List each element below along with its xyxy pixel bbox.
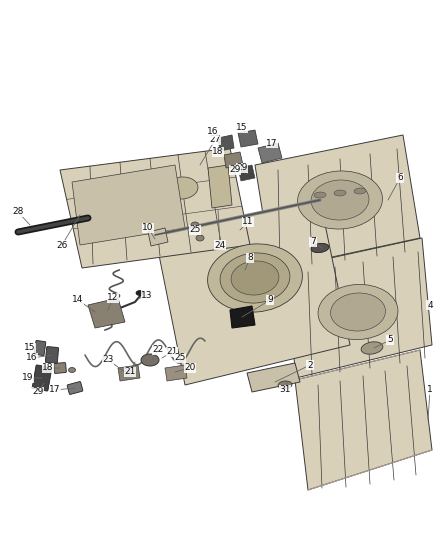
Polygon shape [218, 135, 234, 151]
FancyBboxPatch shape [34, 341, 46, 356]
Text: 18: 18 [212, 148, 224, 157]
Text: 21: 21 [124, 367, 136, 376]
Text: 5: 5 [387, 335, 393, 344]
Text: 17: 17 [49, 385, 61, 394]
Ellipse shape [354, 188, 366, 194]
FancyBboxPatch shape [46, 346, 59, 364]
Ellipse shape [191, 222, 199, 228]
FancyBboxPatch shape [32, 365, 52, 391]
Text: 27: 27 [209, 135, 221, 144]
Polygon shape [208, 165, 232, 208]
Polygon shape [230, 306, 255, 328]
Text: 22: 22 [152, 345, 164, 354]
Ellipse shape [334, 190, 346, 196]
Ellipse shape [361, 342, 383, 354]
Text: 11: 11 [242, 217, 254, 227]
Ellipse shape [196, 235, 204, 241]
Polygon shape [295, 350, 432, 490]
Text: 15: 15 [236, 124, 248, 133]
Text: 19: 19 [22, 374, 34, 383]
Ellipse shape [166, 177, 198, 199]
Ellipse shape [278, 381, 292, 389]
Text: 26: 26 [57, 240, 68, 249]
Ellipse shape [136, 290, 144, 295]
Ellipse shape [314, 192, 326, 198]
Text: 16: 16 [207, 127, 219, 136]
Polygon shape [247, 363, 300, 392]
Polygon shape [148, 228, 168, 246]
Ellipse shape [115, 186, 145, 204]
Text: 21: 21 [166, 348, 178, 357]
Text: 25: 25 [174, 353, 186, 362]
Text: 10: 10 [142, 223, 154, 232]
Polygon shape [285, 238, 432, 378]
Ellipse shape [311, 180, 369, 220]
Text: 20: 20 [184, 364, 196, 373]
Text: 9: 9 [267, 295, 273, 304]
Polygon shape [72, 165, 185, 245]
Ellipse shape [141, 354, 159, 366]
Text: 17: 17 [266, 139, 278, 148]
Polygon shape [165, 365, 187, 381]
Text: 25: 25 [189, 225, 201, 235]
Text: 29: 29 [32, 387, 44, 397]
Text: 6: 6 [397, 174, 403, 182]
Text: 24: 24 [214, 240, 226, 249]
Text: 2: 2 [307, 360, 313, 369]
Polygon shape [118, 365, 140, 381]
Text: 31: 31 [279, 385, 291, 394]
Ellipse shape [311, 244, 329, 253]
Ellipse shape [68, 367, 75, 373]
Polygon shape [88, 298, 125, 328]
Text: 16: 16 [26, 353, 38, 362]
Ellipse shape [331, 293, 385, 331]
Text: 1: 1 [427, 385, 433, 394]
Text: 8: 8 [247, 254, 253, 262]
FancyBboxPatch shape [54, 362, 66, 374]
Text: 4: 4 [427, 301, 433, 310]
Ellipse shape [108, 181, 152, 209]
Polygon shape [155, 200, 350, 385]
Polygon shape [238, 130, 258, 147]
Polygon shape [258, 143, 282, 163]
Text: 28: 28 [12, 207, 24, 216]
Ellipse shape [318, 285, 398, 340]
Text: 7: 7 [310, 238, 316, 246]
Ellipse shape [220, 253, 290, 303]
Ellipse shape [208, 244, 302, 312]
Text: 29: 29 [237, 164, 247, 173]
Polygon shape [224, 152, 243, 168]
Text: 13: 13 [141, 290, 153, 300]
Text: 29: 29 [230, 166, 241, 174]
Text: 18: 18 [42, 364, 54, 373]
Polygon shape [60, 148, 250, 268]
Text: 14: 14 [72, 295, 84, 304]
Polygon shape [255, 135, 420, 270]
Text: 15: 15 [24, 343, 36, 352]
Ellipse shape [231, 261, 279, 295]
FancyBboxPatch shape [67, 382, 83, 394]
Text: 12: 12 [107, 294, 119, 303]
Polygon shape [238, 165, 255, 181]
Text: 23: 23 [102, 356, 114, 365]
Ellipse shape [297, 171, 382, 229]
